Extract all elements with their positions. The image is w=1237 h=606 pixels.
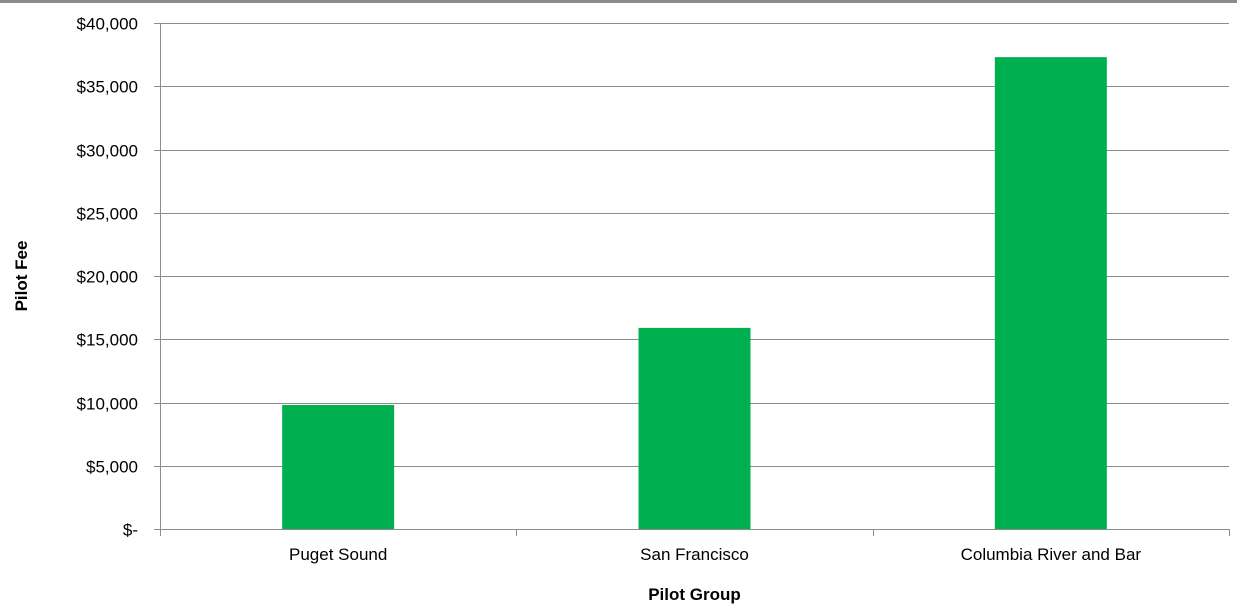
y-tick-label: $35,000 (77, 78, 138, 97)
y-tick-label: $- (123, 521, 138, 540)
x-tick-label: San Francisco (640, 545, 749, 564)
y-axis-title: Pilot Fee (12, 241, 31, 312)
bar (282, 405, 395, 529)
x-tick-label: Columbia River and Bar (961, 545, 1142, 564)
y-tick-label: $20,000 (77, 268, 138, 287)
y-tick-label: $40,000 (77, 15, 138, 34)
y-tick-label: $15,000 (77, 331, 138, 350)
axes (154, 23, 1230, 536)
tick-labels: $- $5,000 $10,000 $15,000 $20,000 $25,000 $30,… (77, 15, 1142, 565)
bars (282, 57, 1107, 529)
bar (638, 327, 751, 529)
top-border (0, 0, 1237, 3)
y-tick-label: $5,000 (86, 458, 138, 477)
y-tick-label: $25,000 (77, 205, 138, 224)
x-axis-title: Pilot Group (648, 585, 741, 604)
y-tick-label: $10,000 (77, 395, 138, 414)
x-tick-label: Puget Sound (289, 545, 387, 564)
y-tick-label: $30,000 (77, 142, 138, 161)
bar (994, 57, 1107, 529)
